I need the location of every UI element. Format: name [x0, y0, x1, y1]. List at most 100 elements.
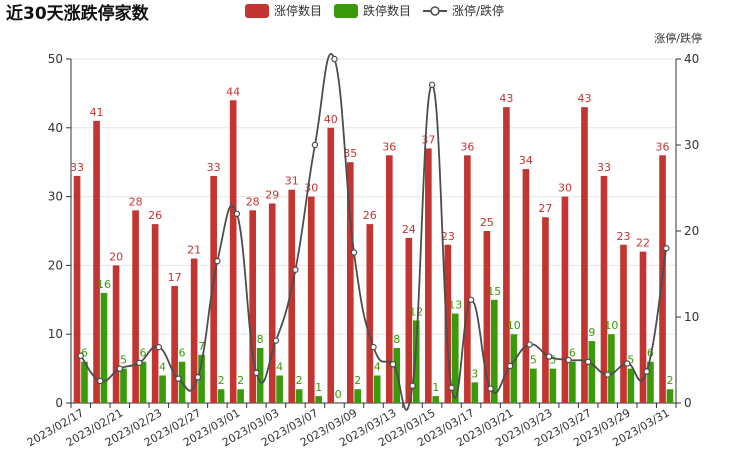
bar-down[interactable] [510, 334, 518, 403]
bar-up[interactable] [171, 286, 178, 403]
bar-down[interactable] [647, 361, 654, 403]
bar-up-label: 35 [343, 147, 357, 160]
bar-up[interactable] [307, 196, 315, 403]
ratio-point[interactable] [233, 210, 241, 217]
bar-up-label: 28 [246, 195, 260, 208]
bar-up[interactable] [73, 175, 81, 403]
bar-down[interactable] [198, 354, 205, 403]
legend-item-up[interactable]: 涨停数目 [245, 3, 322, 18]
ratio-point[interactable] [194, 374, 202, 381]
bar-up[interactable] [464, 155, 471, 403]
ratio-point[interactable] [311, 141, 319, 149]
ratio-point[interactable] [214, 257, 221, 265]
bar-up[interactable] [639, 251, 647, 403]
bar-up[interactable] [229, 100, 237, 403]
bar-down-label: 2 [666, 374, 673, 387]
bar-down[interactable] [451, 313, 459, 403]
bar-down[interactable] [120, 368, 127, 403]
bar-down[interactable] [159, 375, 166, 403]
bar-down[interactable] [81, 361, 88, 403]
bar-up[interactable] [483, 231, 491, 403]
ratio-point[interactable] [565, 356, 572, 364]
ratio-point[interactable] [116, 365, 123, 372]
bar-down[interactable] [295, 389, 303, 403]
bar-down-label: 6 [179, 347, 186, 360]
bar-up[interactable] [249, 210, 257, 403]
ratio-point[interactable] [604, 371, 611, 378]
bar-up[interactable] [600, 175, 608, 403]
bar-up[interactable] [210, 175, 217, 403]
bar-up-label: 43 [577, 92, 591, 105]
ratio-point[interactable] [487, 385, 494, 392]
bar-down[interactable] [588, 341, 596, 403]
bar-down[interactable] [627, 368, 635, 403]
ratio-point[interactable] [350, 249, 358, 256]
legend-item-ratio[interactable]: 涨停/跌停 [423, 3, 504, 18]
ratio-point[interactable] [506, 362, 514, 370]
bar-down[interactable] [471, 382, 479, 403]
ratio-point[interactable] [409, 382, 416, 389]
bar-down-label: 6 [140, 347, 147, 360]
bar-down[interactable] [412, 320, 420, 403]
bar-up[interactable] [425, 148, 432, 403]
ratio-point[interactable] [389, 361, 397, 368]
bar-up[interactable] [366, 224, 374, 403]
bar-down[interactable] [354, 389, 362, 403]
ratio-point[interactable] [253, 369, 260, 377]
ratio-point[interactable] [643, 368, 650, 375]
legend-item-down[interactable]: 跌停数目 [334, 3, 411, 18]
bar-up[interactable] [93, 120, 100, 404]
ratio-point[interactable] [77, 352, 84, 359]
ratio-point[interactable] [584, 358, 592, 366]
bar-up[interactable] [444, 244, 452, 403]
bar-up[interactable] [151, 224, 159, 403]
ratio-point[interactable] [624, 360, 631, 367]
ratio-point[interactable] [467, 296, 475, 303]
bar-down[interactable] [666, 389, 674, 403]
bar-down[interactable] [237, 389, 244, 403]
ratio-point[interactable] [292, 266, 299, 273]
bar-up[interactable] [327, 127, 335, 404]
ratio-point[interactable] [526, 341, 533, 348]
bar-down[interactable] [373, 375, 381, 403]
bar-down-label: 10 [507, 319, 521, 332]
right-tick-label: 10 [684, 310, 699, 324]
bar-up[interactable] [132, 210, 139, 403]
bar-down[interactable] [530, 368, 537, 403]
bar-up[interactable] [522, 169, 530, 403]
bar-down[interactable] [569, 361, 576, 403]
bar-up[interactable] [581, 107, 588, 403]
bar-up[interactable] [385, 155, 393, 403]
bar-up[interactable] [620, 244, 627, 403]
bar-up[interactable] [503, 107, 510, 403]
ratio-point[interactable] [175, 375, 182, 382]
bar-down[interactable] [256, 347, 264, 403]
bar-up[interactable] [346, 162, 354, 403]
bar-down[interactable] [139, 361, 147, 403]
bar-up[interactable] [190, 258, 198, 403]
ratio-point[interactable] [545, 353, 553, 360]
ratio-point[interactable] [370, 343, 377, 351]
bar-up[interactable] [405, 237, 413, 403]
ratio-point[interactable] [272, 337, 280, 344]
bar-up[interactable] [112, 265, 120, 403]
bar-down[interactable] [217, 389, 225, 403]
ratio-point[interactable] [663, 244, 670, 252]
bar-down[interactable] [315, 396, 322, 403]
bar-down[interactable] [432, 396, 440, 403]
bar-down[interactable] [608, 334, 615, 403]
ratio-point[interactable] [136, 359, 143, 367]
bar-down[interactable] [490, 299, 498, 403]
ratio-point[interactable] [448, 384, 455, 391]
bar-down[interactable] [100, 292, 108, 403]
bar-up[interactable] [561, 196, 569, 403]
ratio-point[interactable] [428, 81, 436, 89]
ratio-point[interactable] [331, 55, 338, 63]
bar-up[interactable] [542, 217, 549, 403]
ratio-point[interactable] [97, 377, 104, 385]
bar-down[interactable] [549, 368, 557, 403]
bar-down[interactable] [276, 375, 283, 403]
bar-up[interactable] [268, 203, 276, 403]
bar-up[interactable] [288, 189, 296, 403]
ratio-point[interactable] [155, 343, 163, 351]
